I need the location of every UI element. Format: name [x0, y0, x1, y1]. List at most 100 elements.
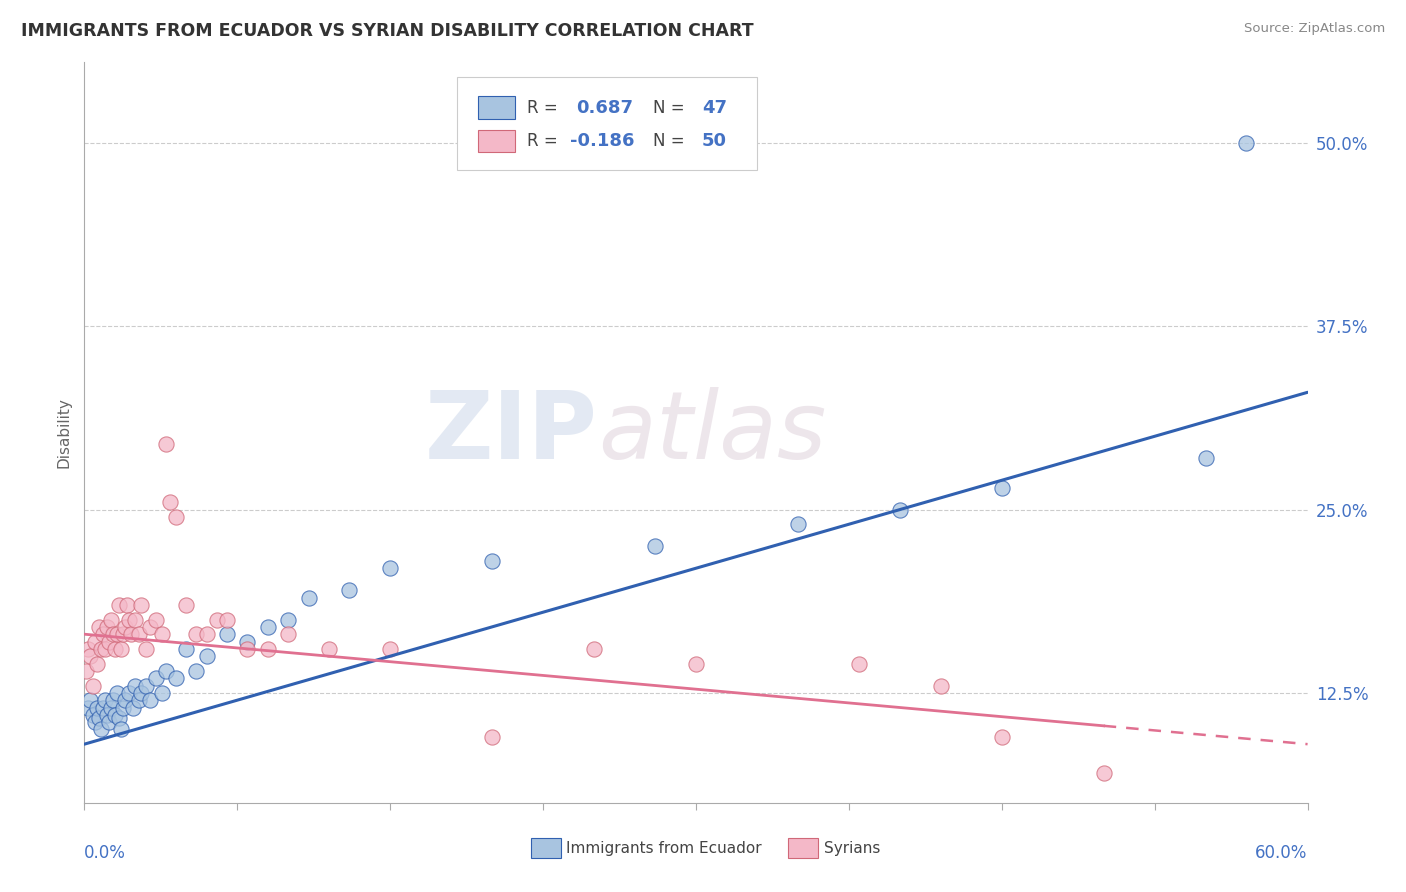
Text: IMMIGRANTS FROM ECUADOR VS SYRIAN DISABILITY CORRELATION CHART: IMMIGRANTS FROM ECUADOR VS SYRIAN DISABI…	[21, 22, 754, 40]
Point	[257, 620, 280, 634]
FancyBboxPatch shape	[478, 130, 515, 152]
Text: 47: 47	[702, 99, 727, 117]
Point	[105, 686, 128, 700]
Point	[787, 517, 810, 532]
Point	[75, 664, 97, 678]
Point	[96, 620, 118, 634]
Point	[93, 641, 115, 656]
Point	[82, 707, 104, 722]
Point	[186, 627, 208, 641]
Point	[339, 583, 361, 598]
Point	[104, 641, 127, 656]
Point	[991, 730, 1014, 744]
Point	[124, 679, 146, 693]
Point	[155, 664, 177, 678]
Point	[101, 627, 124, 641]
Point	[87, 620, 110, 634]
Point	[83, 634, 105, 648]
FancyBboxPatch shape	[787, 838, 818, 858]
Point	[318, 641, 340, 656]
Point	[128, 627, 150, 641]
Point	[277, 613, 299, 627]
Point	[298, 591, 321, 605]
Point	[86, 657, 108, 671]
Point	[174, 641, 197, 656]
Point	[889, 502, 911, 516]
Point	[186, 664, 208, 678]
Point	[929, 679, 952, 693]
Point	[108, 711, 131, 725]
Point	[380, 641, 402, 656]
Text: 60.0%: 60.0%	[1256, 844, 1308, 862]
Point	[108, 598, 131, 612]
Point	[122, 700, 145, 714]
Point	[145, 613, 167, 627]
Point	[848, 657, 870, 671]
Point	[82, 679, 104, 693]
Point	[100, 700, 122, 714]
Point	[1195, 451, 1218, 466]
Text: N =: N =	[654, 99, 690, 117]
Point	[583, 641, 606, 656]
Point	[380, 561, 402, 575]
Text: Syrians: Syrians	[824, 841, 880, 856]
Point	[101, 693, 124, 707]
Point	[91, 627, 114, 641]
Point	[131, 686, 153, 700]
Text: Immigrants from Ecuador: Immigrants from Ecuador	[567, 841, 762, 856]
Text: -0.186: -0.186	[569, 132, 634, 150]
Point	[110, 641, 132, 656]
Point	[1092, 766, 1115, 780]
Point	[131, 598, 153, 612]
Point	[217, 627, 239, 641]
Point	[150, 686, 173, 700]
Point	[150, 627, 173, 641]
Point	[165, 510, 187, 524]
Point	[236, 641, 259, 656]
Text: ZIP: ZIP	[425, 386, 598, 479]
FancyBboxPatch shape	[478, 96, 515, 119]
Point	[991, 481, 1014, 495]
Point	[105, 627, 128, 641]
Point	[159, 495, 181, 509]
Point	[100, 613, 122, 627]
Point	[155, 436, 177, 450]
Point	[118, 686, 141, 700]
Y-axis label: Disability: Disability	[56, 397, 72, 468]
Point	[685, 657, 707, 671]
Point	[145, 671, 167, 685]
Text: N =: N =	[654, 132, 690, 150]
FancyBboxPatch shape	[457, 78, 758, 169]
Point	[217, 613, 239, 627]
Point	[91, 700, 114, 714]
Text: Source: ZipAtlas.com: Source: ZipAtlas.com	[1244, 22, 1385, 36]
Text: 0.0%: 0.0%	[84, 844, 127, 862]
Text: 0.687: 0.687	[576, 99, 633, 117]
FancyBboxPatch shape	[531, 838, 561, 858]
Point	[124, 613, 146, 627]
Point	[93, 693, 115, 707]
Point	[481, 554, 503, 568]
Text: R =: R =	[527, 132, 564, 150]
Point	[96, 707, 118, 722]
Point	[110, 723, 132, 737]
Point	[83, 715, 105, 730]
Point	[236, 634, 259, 648]
Point	[79, 649, 101, 664]
Point	[257, 641, 280, 656]
Point	[86, 700, 108, 714]
Point	[195, 649, 218, 664]
Point	[195, 627, 218, 641]
Point	[138, 693, 160, 707]
Point	[174, 598, 197, 612]
Point	[481, 730, 503, 744]
Point	[120, 627, 142, 641]
Point	[128, 693, 150, 707]
Point	[90, 723, 112, 737]
Text: R =: R =	[527, 99, 564, 117]
Point	[114, 693, 136, 707]
Point	[104, 707, 127, 722]
Point	[114, 620, 136, 634]
Point	[138, 620, 160, 634]
Point	[277, 627, 299, 641]
